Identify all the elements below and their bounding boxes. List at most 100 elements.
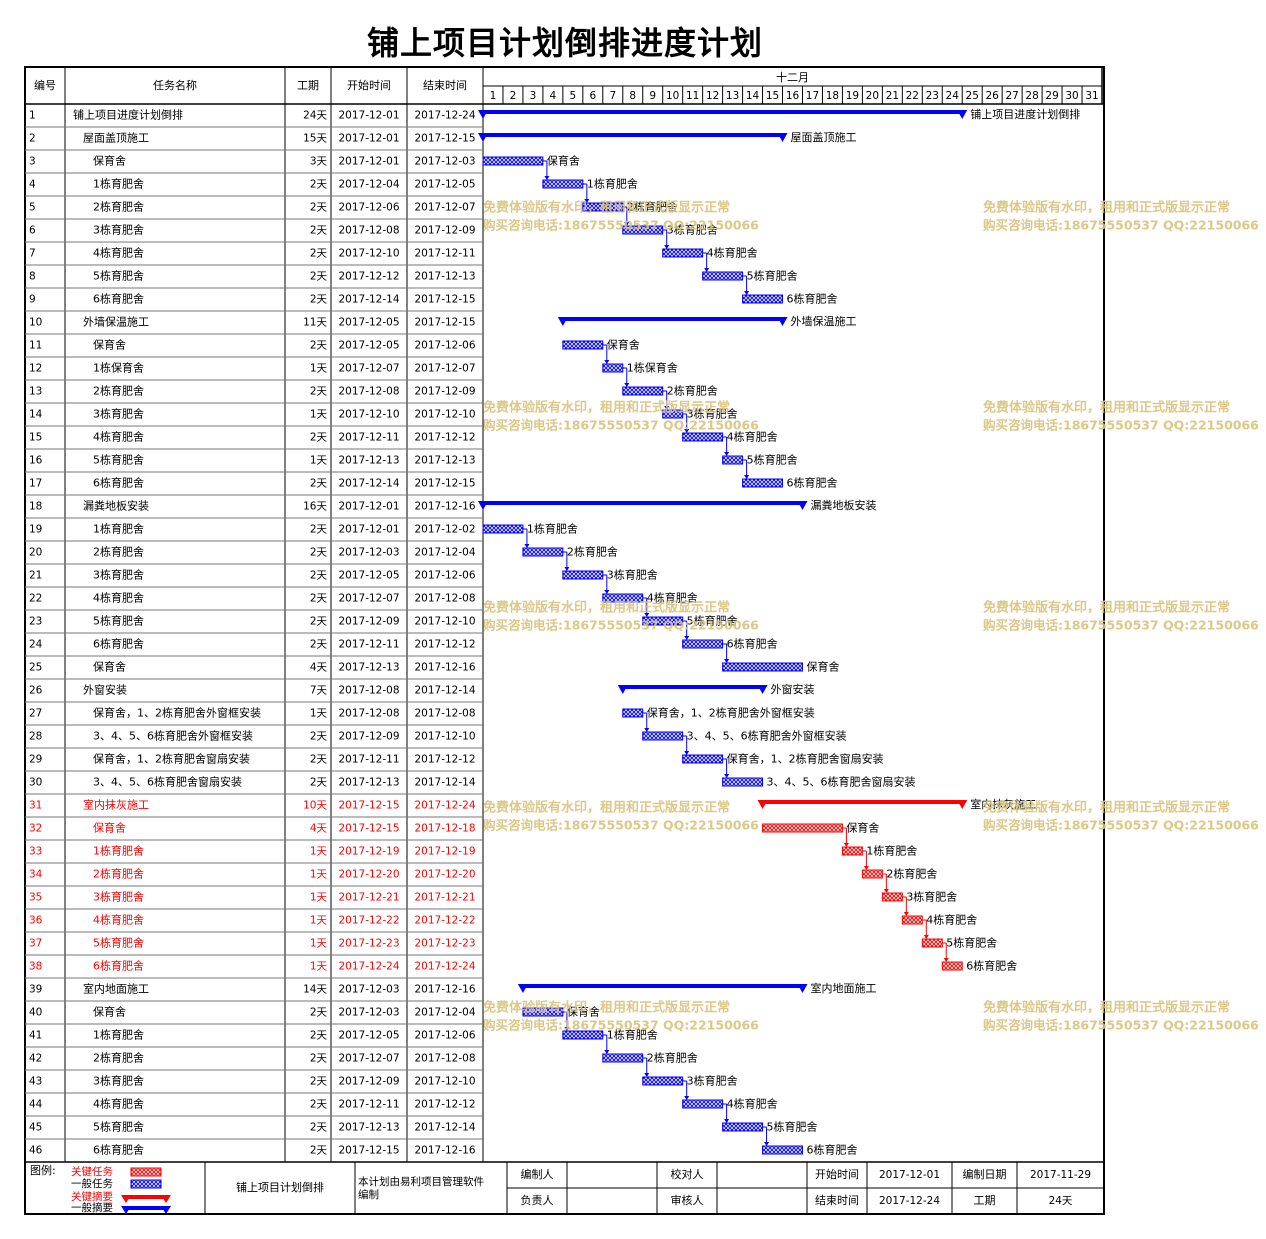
task-end: 2017-12-08 (414, 1053, 475, 1065)
task-id: 42 (29, 1053, 42, 1065)
task-bar (622, 708, 644, 718)
task-name: 4栋育肥舍 (93, 913, 144, 927)
summary-start-marker (517, 984, 528, 993)
day-tick-label: 9 (649, 90, 656, 102)
dependency-arrow (624, 222, 630, 226)
bar-label: 1栋育肥舍 (527, 522, 578, 536)
task-duration: 2天 (310, 179, 328, 191)
legend-title: 图例: (30, 1163, 56, 1177)
footer-end-label: 结束时间 (815, 1194, 859, 1207)
page-title: 铺上项目计划倒排进度计划 (366, 24, 763, 62)
task-name: 2栋育肥舍 (93, 867, 144, 881)
month-label: 十二月 (776, 70, 809, 84)
task-name: 4栋育肥舍 (93, 246, 144, 260)
footer-end-value: 2017-12-24 (879, 1195, 940, 1207)
task-start: 2017-12-13 (338, 455, 399, 467)
summary-bar (562, 317, 783, 321)
task-start: 2017-12-07 (338, 363, 399, 375)
watermark-text: 免费体验版有水印，租用和正式版显示正常 (983, 400, 1230, 416)
footer-owner-label: 负责人 (521, 1193, 554, 1207)
task-name: 6栋育肥舍 (93, 476, 144, 490)
day-tick-label: 14 (746, 90, 760, 102)
task-duration: 15天 (303, 133, 327, 145)
task-name: 屋面盖顶施工 (83, 131, 149, 145)
day-tick-label: 15 (766, 90, 779, 102)
bar-label: 室内地面施工 (810, 981, 876, 995)
task-name: 5栋育肥舍 (93, 1120, 144, 1134)
task-id: 8 (29, 271, 36, 283)
task-duration: 2天 (310, 570, 328, 582)
task-id: 18 (29, 501, 42, 513)
day-tick-label: 23 (926, 90, 939, 102)
task-bar (602, 1053, 644, 1063)
task-id: 24 (29, 639, 43, 651)
task-duration: 2天 (310, 1122, 328, 1134)
day-tick-label: 30 (1065, 90, 1078, 102)
watermark-text: 免费体验版有水印，租用和正式版显示正常 (483, 400, 730, 416)
task-end: 2017-12-24 (414, 961, 475, 973)
task-name: 4栋育肥舍 (93, 591, 144, 605)
bar-label: 2栋育肥舍 (627, 200, 678, 214)
day-tick-label: 19 (846, 90, 859, 102)
day-tick-label: 27 (1005, 90, 1018, 102)
task-id: 37 (29, 938, 42, 950)
bar-label: 1栋育肥舍 (607, 1028, 658, 1042)
day-tick-label: 4 (550, 90, 557, 102)
task-bar (722, 455, 744, 465)
task-bar (682, 1099, 724, 1109)
dependency-arrow (544, 176, 550, 180)
task-bar (522, 547, 564, 557)
task-start: 2017-12-20 (338, 869, 399, 881)
task-start: 2017-12-13 (338, 662, 399, 674)
footer-start-value: 2017-12-01 (879, 1169, 940, 1181)
task-start: 2017-12-04 (338, 179, 399, 191)
bar-label: 2栋育肥舍 (667, 384, 718, 398)
bar-label: 5栋育肥舍 (747, 453, 798, 467)
task-end: 2017-12-15 (414, 294, 475, 306)
task-name: 漏粪地板安装 (83, 499, 149, 513)
task-start: 2017-12-03 (338, 547, 399, 559)
task-id: 13 (29, 386, 42, 398)
task-duration: 2天 (310, 1007, 328, 1019)
task-start: 2017-12-09 (338, 616, 399, 628)
task-id: 14 (29, 409, 43, 421)
col-header-duration: 工期 (297, 79, 319, 92)
task-start: 2017-12-11 (338, 1099, 399, 1111)
watermark-text: 免费体验版有水印，租用和正式版显示正常 (483, 600, 730, 616)
watermark-text: 免费体验版有水印，租用和正式版显示正常 (983, 1000, 1230, 1016)
task-bar (722, 1122, 764, 1132)
legend-label: 关键任务 (71, 1165, 113, 1178)
task-end: 2017-12-07 (414, 202, 475, 214)
task-duration: 1天 (310, 915, 328, 927)
task-duration: 1天 (310, 869, 328, 881)
summary-end-marker (777, 317, 788, 326)
task-id: 7 (29, 248, 36, 260)
summary-end-marker (957, 110, 968, 119)
task-end: 2017-12-04 (414, 547, 475, 559)
task-name: 保育舍 (93, 821, 126, 835)
bar-label: 5栋育肥舍 (747, 269, 798, 283)
day-tick-label: 11 (686, 90, 699, 102)
bar-label: 4栋育肥舍 (926, 913, 977, 927)
task-bar (622, 386, 664, 396)
summary-end-marker (957, 800, 968, 809)
task-start: 2017-12-10 (338, 409, 399, 421)
legend-label: 关键摘要 (71, 1190, 113, 1203)
task-id: 17 (29, 478, 42, 490)
task-name: 保育舍 (93, 338, 126, 352)
footer-note: 本计划由易利项目管理软件 (358, 1175, 484, 1188)
dependency-arrow (624, 383, 630, 387)
task-bar (921, 938, 943, 948)
day-tick-label: 29 (1045, 90, 1058, 102)
col-header-name: 任务名称 (153, 78, 197, 92)
dependency-arrow (664, 245, 670, 249)
bar-label: 外窗安装 (771, 682, 815, 696)
watermark-text: 购买咨询电话:18675550537 QQ:22150066 (983, 818, 1259, 833)
task-start: 2017-12-01 (338, 156, 399, 168)
dependency-arrow (923, 935, 929, 939)
task-start: 2017-12-08 (338, 225, 399, 237)
task-name: 保育舍 (93, 660, 126, 674)
task-start: 2017-12-05 (338, 317, 399, 329)
footer-note: 编制 (358, 1188, 379, 1201)
summary-end-marker (797, 501, 808, 510)
